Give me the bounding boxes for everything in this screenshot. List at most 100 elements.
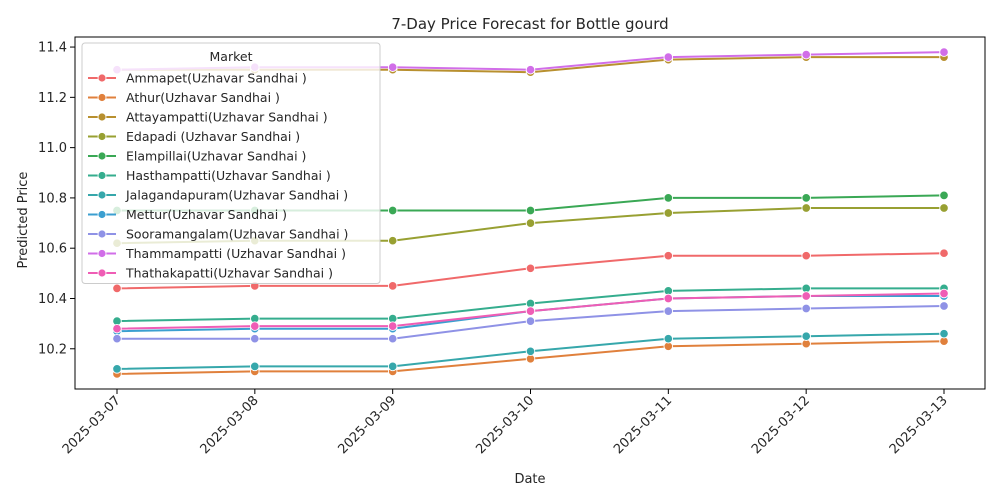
data-point bbox=[663, 193, 674, 203]
legend-marker bbox=[97, 132, 107, 141]
data-point bbox=[387, 205, 398, 216]
y-tick-label: 10.2 bbox=[38, 342, 67, 357]
legend-marker bbox=[97, 151, 107, 161]
data-point bbox=[939, 301, 949, 311]
legend-label: Athur(Uzhavar Sandhai ) bbox=[126, 90, 280, 105]
y-axis: 10.2 10.4 10.6 10.8 11.0 11.2 11.4 bbox=[38, 41, 75, 357]
data-point bbox=[663, 52, 674, 62]
data-point bbox=[663, 250, 674, 261]
legend-marker bbox=[97, 112, 107, 122]
data-point bbox=[939, 203, 949, 213]
data-point bbox=[525, 263, 536, 274]
x-tick-label: 2025-03-13 bbox=[887, 393, 951, 457]
data-point bbox=[663, 293, 674, 304]
data-point bbox=[112, 323, 122, 334]
y-tick-label: 11.0 bbox=[38, 141, 67, 156]
y-tick-label: 11.2 bbox=[38, 91, 67, 106]
legend-marker bbox=[97, 190, 107, 200]
legend-label: Mettur(Uzhavar Sandhai ) bbox=[126, 207, 287, 222]
legend-item: Thathakapatti(Uzhavar Sandhai ) bbox=[88, 266, 333, 281]
data-point bbox=[801, 49, 811, 60]
data-point bbox=[801, 331, 811, 341]
data-point bbox=[525, 316, 536, 326]
data-point bbox=[250, 333, 260, 344]
legend-marker bbox=[97, 249, 107, 258]
chart-title: 7-Day Price Forecast for Bottle gourd bbox=[391, 15, 668, 33]
legend-marker bbox=[97, 229, 107, 239]
legend-label: Elampillai(Uzhavar Sandhai ) bbox=[126, 149, 306, 164]
y-tick-label: 11.4 bbox=[38, 41, 67, 56]
data-point bbox=[801, 303, 811, 314]
data-point bbox=[525, 218, 536, 228]
data-point bbox=[112, 333, 122, 344]
legend-label: Jalagandapuram(Uzhavar Sandhai ) bbox=[125, 188, 348, 203]
data-point bbox=[525, 205, 536, 216]
x-tick-label: 2025-03-11 bbox=[611, 393, 675, 457]
legend-label: Thammampatti (Uzhavar Sandhai ) bbox=[125, 246, 346, 261]
x-tick-label: 2025-03-10 bbox=[473, 393, 537, 457]
data-point bbox=[663, 333, 674, 344]
legend-label: Thathakapatti(Uzhavar Sandhai ) bbox=[125, 266, 333, 281]
legend-marker bbox=[97, 93, 107, 102]
legend-item: Jalagandapuram(Uzhavar Sandhai ) bbox=[88, 188, 348, 203]
x-tick-label: 2025-03-07 bbox=[60, 393, 124, 457]
data-point bbox=[525, 64, 536, 75]
data-point bbox=[250, 321, 260, 331]
legend-marker bbox=[97, 171, 107, 180]
y-tick-label: 10.6 bbox=[38, 242, 67, 257]
legend-item: Thammampatti (Uzhavar Sandhai ) bbox=[88, 246, 346, 261]
data-point bbox=[387, 62, 398, 72]
series-1 bbox=[112, 336, 949, 379]
data-point bbox=[939, 248, 949, 258]
legend-box bbox=[81, 42, 381, 284]
data-point bbox=[112, 283, 122, 294]
data-point bbox=[250, 361, 260, 372]
data-point bbox=[525, 306, 536, 316]
legend-item: Sooramangalam(Uzhavar Sandhai ) bbox=[88, 227, 348, 242]
legend-label: Edapadi (Uzhavar Sandhai ) bbox=[126, 129, 300, 144]
legend-marker bbox=[97, 210, 107, 219]
x-tick-label: 2025-03-09 bbox=[335, 393, 399, 457]
data-point bbox=[801, 203, 811, 213]
x-tick-label: 2025-03-08 bbox=[198, 393, 262, 457]
data-point bbox=[387, 281, 398, 291]
series-0 bbox=[112, 248, 949, 294]
legend-item: Ammapet(Uzhavar Sandhai ) bbox=[88, 71, 307, 86]
x-axis: 2025-03-07 2025-03-08 2025-03-09 2025-03-10… bbox=[60, 389, 951, 457]
data-point bbox=[112, 364, 122, 374]
data-point bbox=[801, 291, 811, 301]
data-point bbox=[387, 333, 398, 344]
legend-item: Hasthampatti(Uzhavar Sandhai ) bbox=[88, 168, 331, 183]
y-tick-label: 10.4 bbox=[38, 292, 67, 307]
series-8 bbox=[112, 301, 949, 344]
legend-item: Mettur(Uzhavar Sandhai ) bbox=[88, 207, 287, 222]
data-point bbox=[939, 47, 949, 57]
legend-marker bbox=[97, 73, 107, 83]
legend-title: Market bbox=[210, 49, 253, 64]
data-point bbox=[801, 193, 811, 203]
legend-item: Edapadi (Uzhavar Sandhai ) bbox=[88, 129, 300, 144]
data-point bbox=[939, 190, 949, 201]
legend-label: Ammapet(Uzhavar Sandhai ) bbox=[126, 71, 307, 86]
series-5 bbox=[112, 283, 949, 326]
data-point bbox=[939, 288, 949, 299]
x-axis-title: Date bbox=[514, 472, 545, 487]
legend-item: Attayampatti(Uzhavar Sandhai ) bbox=[88, 110, 328, 125]
data-point bbox=[387, 361, 398, 372]
legend-label: Hasthampatti(Uzhavar Sandhai ) bbox=[126, 168, 331, 183]
x-tick-label: 2025-03-12 bbox=[749, 393, 813, 457]
data-point bbox=[663, 306, 674, 316]
data-point bbox=[939, 328, 949, 339]
legend-item: Athur(Uzhavar Sandhai ) bbox=[88, 90, 280, 105]
legend-marker bbox=[97, 268, 107, 278]
series-6 bbox=[112, 328, 949, 374]
data-point bbox=[801, 250, 811, 261]
y-axis-title: Predicted Price bbox=[16, 172, 31, 269]
data-point bbox=[663, 208, 674, 218]
legend: Market Ammapet(Uzhavar Sandhai ) Athur(Uzh… bbox=[81, 42, 381, 284]
data-point bbox=[387, 321, 398, 331]
data-point bbox=[387, 235, 398, 246]
legend-item: Elampillai(Uzhavar Sandhai ) bbox=[88, 149, 306, 164]
